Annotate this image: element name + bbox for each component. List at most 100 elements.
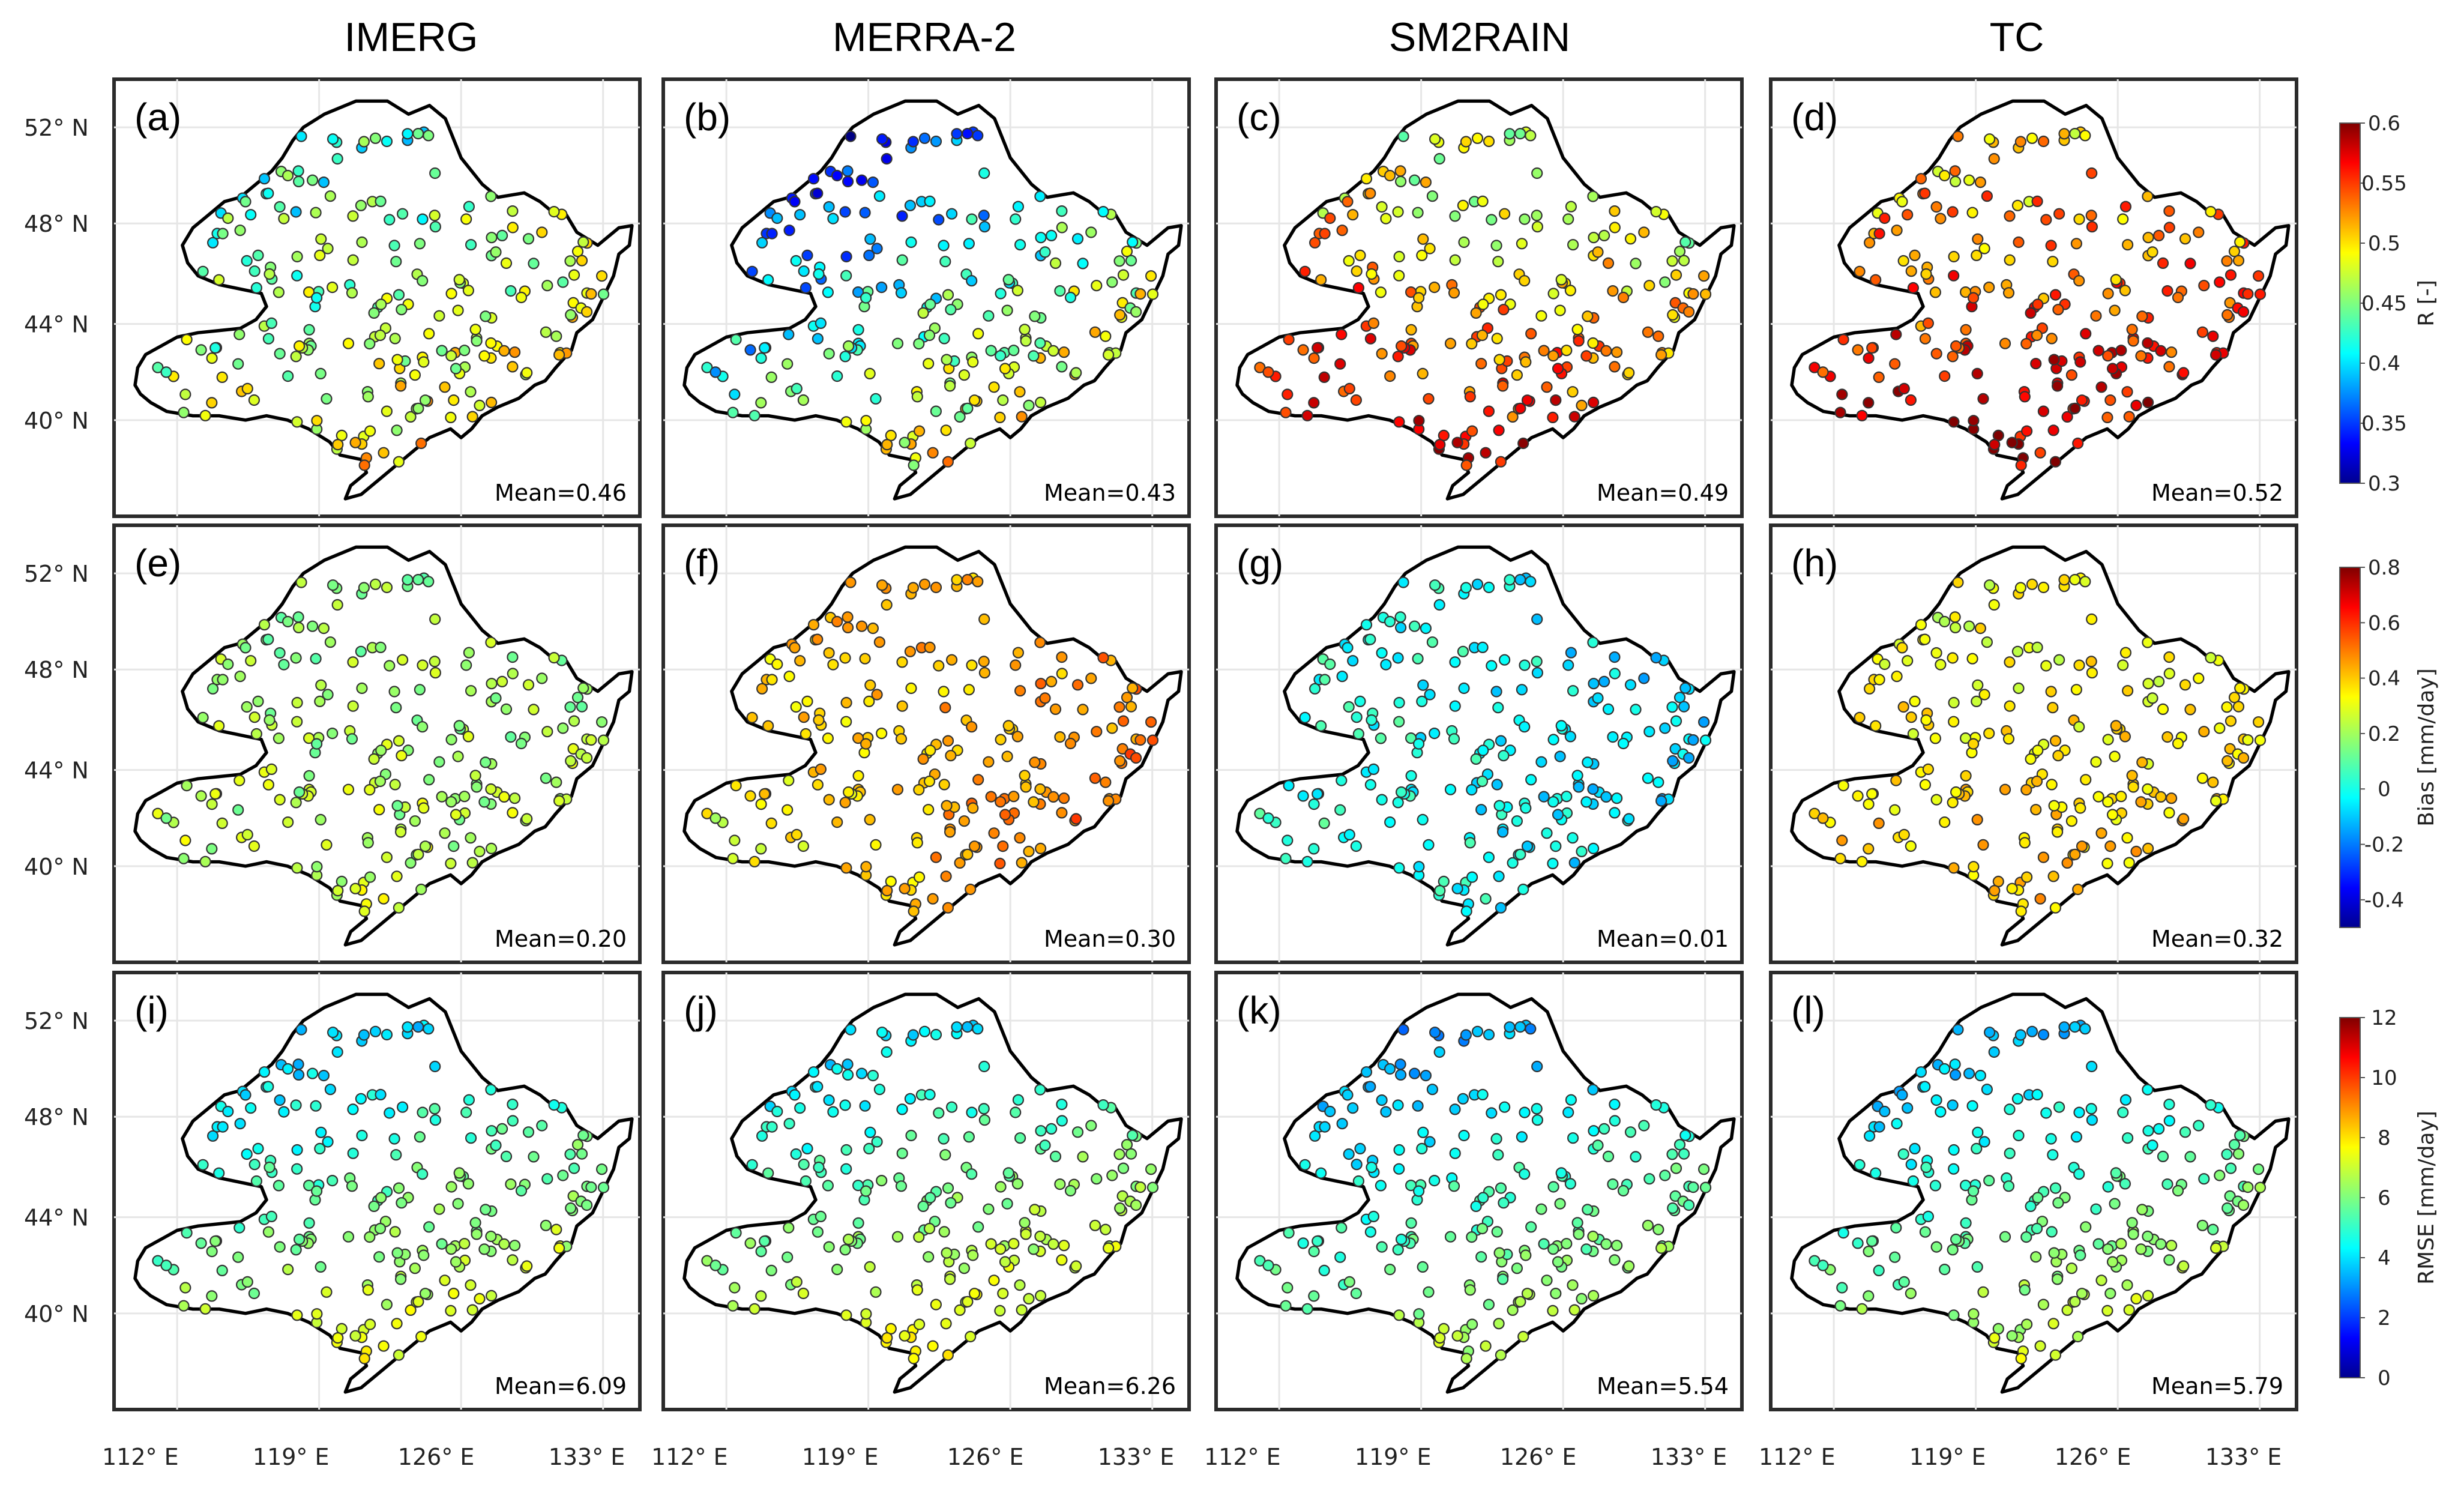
station-marker [2069, 402, 2081, 414]
station-marker [1429, 133, 1441, 145]
station-marker [327, 727, 339, 740]
station-marker [1417, 1261, 1429, 1273]
mean-label: Mean=5.54 [1597, 1373, 1729, 1399]
station-marker [1457, 199, 1469, 211]
station-marker [1519, 721, 1531, 733]
station-marker [207, 237, 219, 249]
station-marker [222, 658, 234, 671]
station-marker [1521, 394, 1534, 406]
station-marker [1375, 732, 1387, 744]
station-marker [1354, 249, 1366, 261]
station-marker [1085, 1120, 1097, 1132]
station-marker [1384, 1264, 1396, 1276]
station-marker [2021, 425, 2033, 437]
station-marker [429, 221, 442, 233]
station-marker [1047, 1238, 1059, 1250]
station-marker [1486, 214, 1498, 226]
station-marker [1966, 207, 1978, 219]
mean-label: Mean=0.52 [2151, 480, 2283, 506]
station-marker [1497, 380, 1509, 392]
station-marker [978, 210, 990, 222]
station-marker [1971, 1142, 1983, 1155]
station-marker [1679, 682, 1691, 694]
station-marker [567, 1190, 579, 1202]
station-marker [2020, 337, 2032, 350]
station-marker [2058, 1021, 2070, 1033]
station-marker [2130, 845, 2142, 858]
station-marker [1434, 1332, 1446, 1344]
station-marker [1864, 237, 1876, 249]
station-marker [393, 1182, 405, 1194]
station-marker [2104, 840, 2116, 852]
station-marker [1146, 734, 1159, 746]
station-marker [2142, 636, 2154, 648]
station-marker [1864, 1130, 1876, 1142]
station-marker [963, 1131, 975, 1143]
station-marker [1873, 371, 1885, 384]
station-marker [1950, 340, 1962, 352]
station-marker [1896, 196, 1908, 208]
station-marker [1114, 1202, 1126, 1214]
station-marker [1035, 678, 1047, 690]
station-marker [1283, 1227, 1295, 1239]
latitude-tick-label: 48° N [24, 1104, 89, 1130]
station-marker [595, 716, 608, 728]
mean-label: Mean=0.30 [1044, 926, 1176, 952]
station-marker [2232, 1148, 2245, 1160]
station-marker [1384, 615, 1396, 628]
station-marker [1592, 246, 1604, 258]
station-marker [1417, 367, 1429, 380]
station-marker [2011, 1093, 2023, 1105]
station-marker [1971, 1261, 1983, 1273]
station-marker [1395, 1069, 1407, 1081]
station-marker [1623, 813, 1635, 825]
station-marker [548, 1099, 560, 1111]
station-marker [852, 286, 864, 298]
station-marker [1019, 1217, 1031, 1229]
station-marker [2102, 1243, 2114, 1255]
station-marker [746, 1159, 758, 1171]
station-marker [1486, 1107, 1498, 1119]
station-marker [913, 871, 926, 883]
station-marker [1464, 391, 1476, 403]
station-marker [783, 1118, 795, 1130]
station-marker [508, 346, 521, 358]
colorbar-tick-label: 0.45 [2361, 292, 2407, 316]
station-marker [388, 1133, 400, 1145]
station-marker [1988, 1046, 2000, 1058]
longitude-tick-label: 112° E [1759, 1444, 1836, 1470]
station-marker [967, 1249, 979, 1261]
station-marker [393, 735, 405, 747]
station-marker [842, 1233, 855, 1246]
station-marker [783, 774, 795, 786]
station-markers [1809, 1019, 2267, 1365]
station-marker [2002, 1180, 2015, 1192]
station-marker [942, 735, 954, 747]
station-marker [1309, 683, 1321, 695]
station-marker [1587, 636, 1599, 648]
station-marker [1929, 1180, 1941, 1192]
station-marker [873, 190, 886, 202]
station-marker [1020, 1228, 1032, 1240]
station-marker [2119, 731, 2131, 743]
station-marker [1623, 1260, 1635, 1272]
station-marker [1376, 1094, 1388, 1106]
station-marker [1889, 804, 1901, 816]
station-marker [842, 1058, 854, 1070]
longitude-tick-label: 112° E [102, 1444, 179, 1470]
station-marker [2004, 1103, 2016, 1115]
station-marker [2196, 772, 2208, 784]
latitude-tick-label: 52° N [24, 1008, 89, 1034]
latitude-tick-label: 40° N [24, 854, 89, 880]
station-marker [2049, 735, 2062, 747]
station-marker [1834, 1300, 1846, 1312]
station-marker [181, 333, 193, 346]
station-marker [1879, 212, 1891, 225]
station-marker [1495, 1349, 1507, 1361]
station-marker [1683, 752, 1695, 764]
station-marker [962, 1021, 974, 1033]
station-marker [923, 1222, 936, 1235]
station-markers [1809, 572, 2267, 917]
station-marker [790, 701, 802, 713]
